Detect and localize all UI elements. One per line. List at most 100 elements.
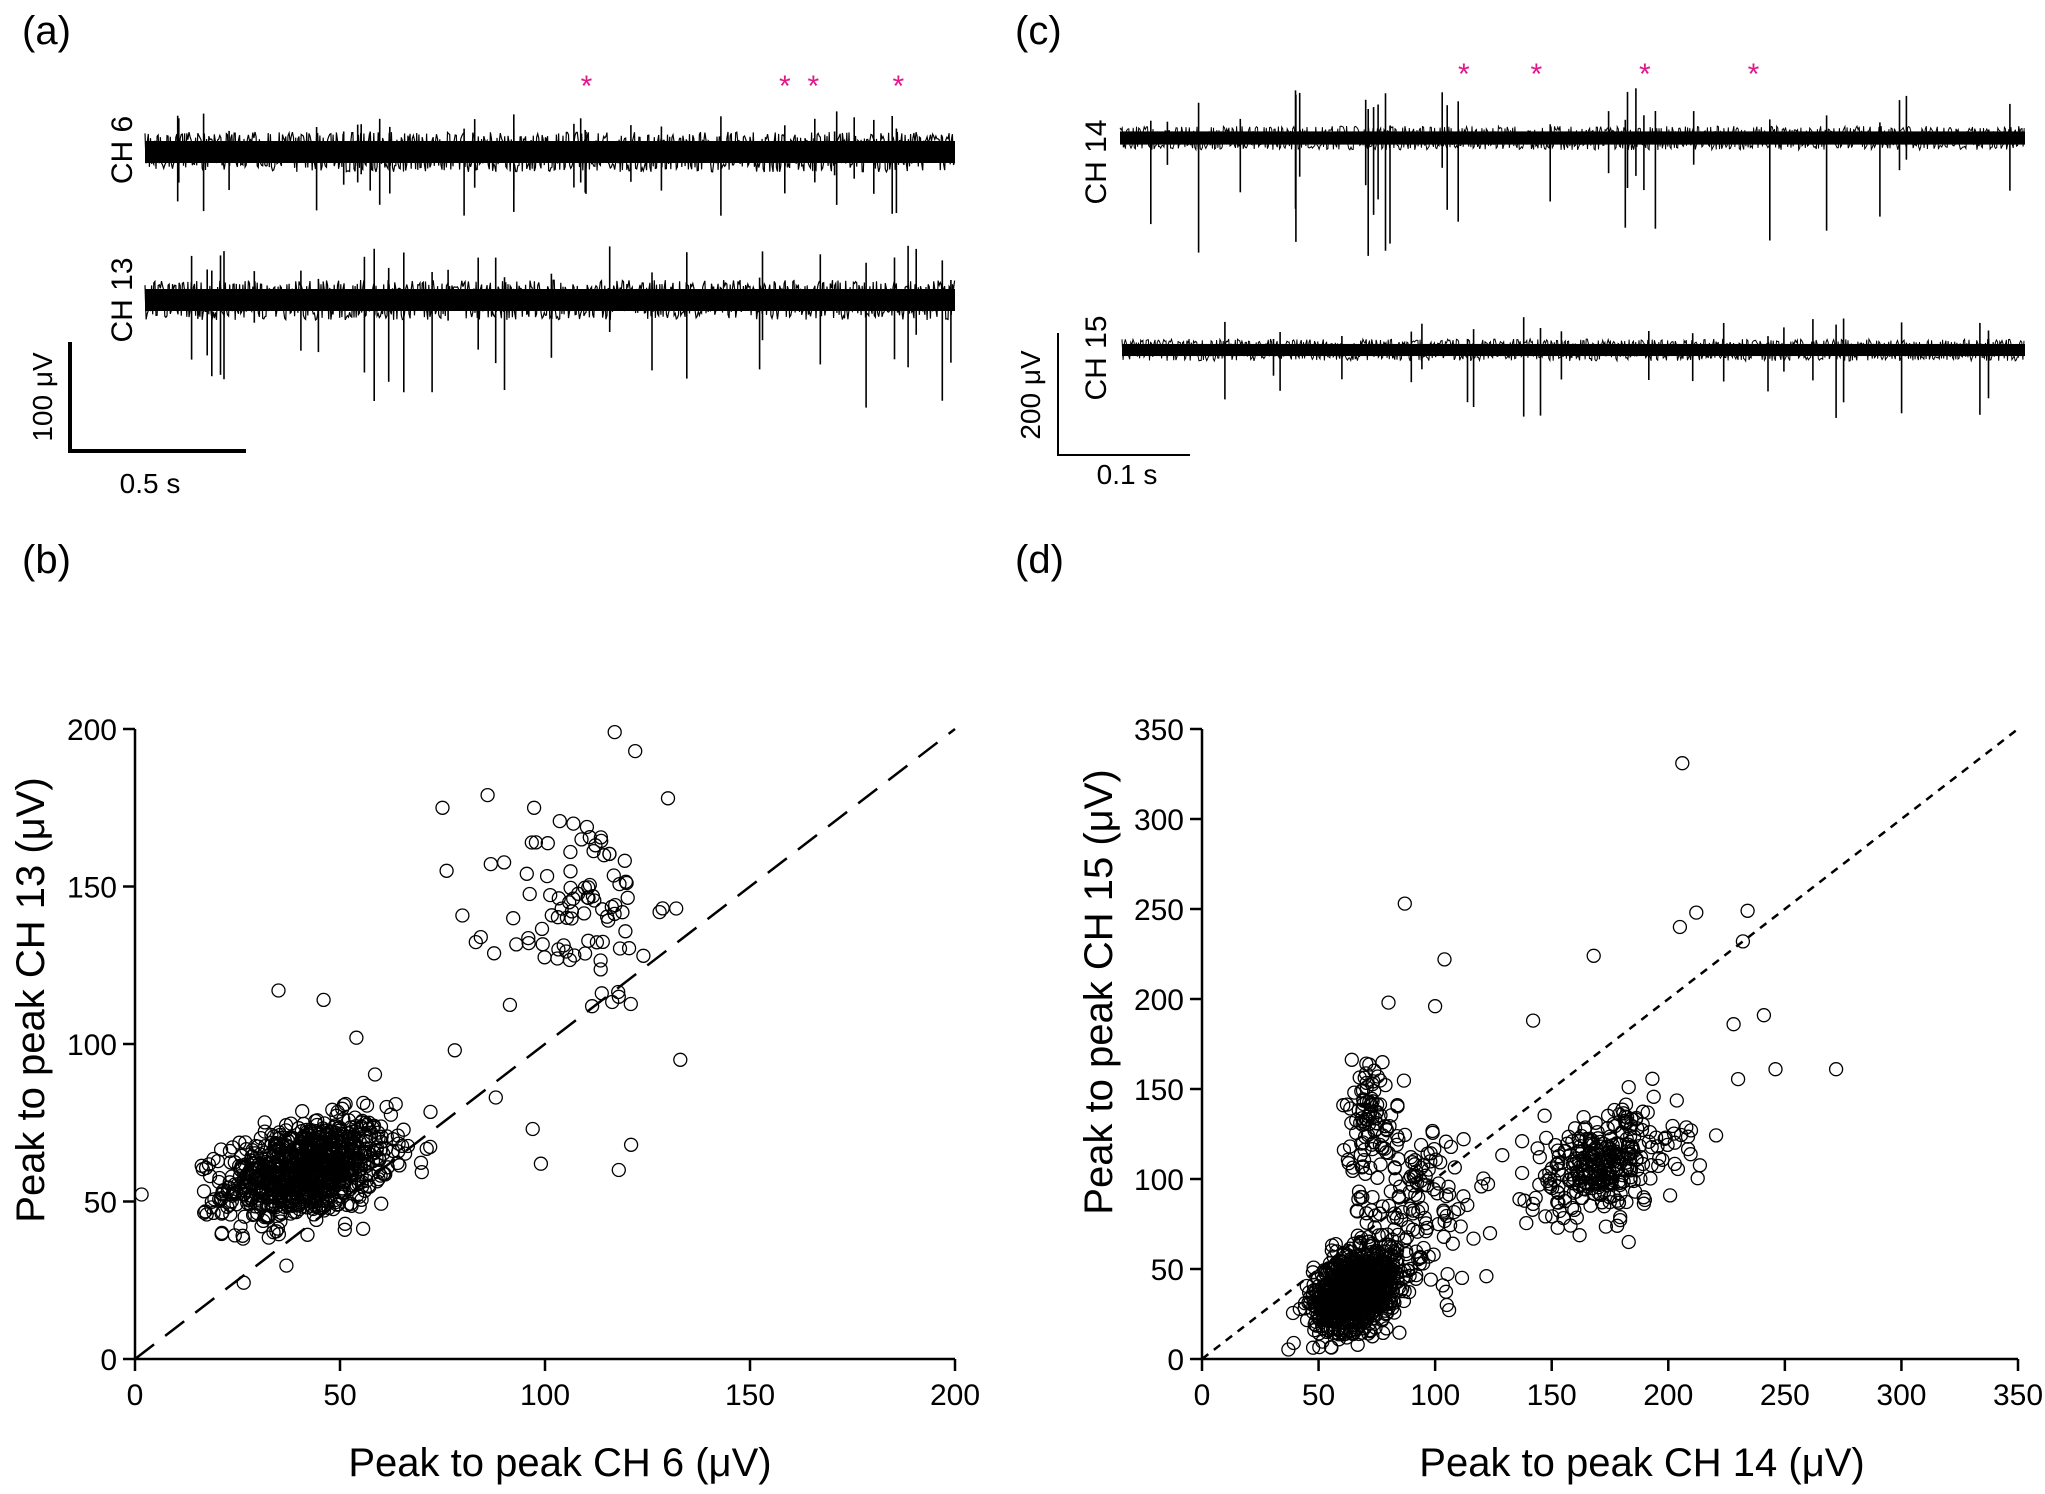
data-point [1679, 1120, 1694, 1135]
data-point [300, 1227, 315, 1242]
data-point [1618, 1097, 1634, 1112]
data-point [1406, 1168, 1421, 1184]
y-tick-label: 200 [67, 714, 117, 747]
data-point [544, 908, 559, 923]
data-points [134, 724, 688, 1290]
data-point [1416, 1177, 1432, 1193]
signal-band [145, 141, 955, 163]
data-point [447, 1043, 462, 1058]
data-point [248, 1199, 263, 1214]
data-point [563, 844, 578, 860]
data-point [335, 1101, 350, 1116]
data-point [455, 908, 470, 923]
data-point [257, 1115, 272, 1130]
data-point [1646, 1089, 1661, 1104]
data-point [521, 930, 536, 946]
data-point [1348, 1259, 1363, 1274]
data-point [1343, 1323, 1358, 1338]
data-point [581, 880, 596, 895]
data-point [1336, 1262, 1352, 1277]
data-points [1281, 756, 1844, 1357]
signal-band [1120, 131, 2025, 145]
data-point [229, 1197, 244, 1212]
data-point [1419, 1220, 1435, 1236]
data-point [1346, 1236, 1362, 1251]
data-point [1569, 1184, 1584, 1199]
data-point [1331, 1322, 1346, 1337]
data-point [1451, 1201, 1466, 1217]
data-point [235, 1160, 250, 1176]
data-point [206, 1151, 221, 1167]
data-point [1628, 1112, 1644, 1127]
data-point [1387, 1222, 1402, 1237]
data-point [355, 1221, 371, 1236]
data-point [1447, 1160, 1462, 1175]
data-point [1600, 1108, 1616, 1123]
data-point [1672, 919, 1688, 935]
y-tick-label: 150 [67, 872, 117, 905]
data-point [1565, 1157, 1581, 1172]
y-tick-label: 150 [1134, 1074, 1184, 1107]
data-point [358, 1115, 373, 1131]
data-point [1439, 1208, 1454, 1224]
data-point [1626, 1173, 1641, 1189]
data-point [1623, 1163, 1638, 1178]
data-point [1372, 1137, 1388, 1153]
data-point [199, 1207, 214, 1222]
data-point [371, 1131, 386, 1146]
data-point [1401, 1284, 1417, 1300]
data-point [1350, 1228, 1365, 1243]
panel-d: (d) 0 50 100 150 200 250 300 350 0 50 100 150 200 250… [1015, 538, 2043, 1485]
data-point [1564, 1200, 1580, 1216]
data-point [322, 1141, 338, 1156]
y-tick-label: 200 [1134, 984, 1184, 1017]
data-point [1643, 1171, 1658, 1186]
data-point [1373, 1296, 1388, 1311]
data-point [1519, 1215, 1534, 1231]
data-point [1735, 934, 1751, 949]
data-point [1367, 1220, 1382, 1235]
data-point [509, 937, 524, 952]
data-point [330, 1104, 345, 1120]
data-point [1689, 905, 1704, 920]
data-point [1648, 1130, 1664, 1145]
data-point [1427, 1141, 1442, 1157]
data-point [274, 1187, 289, 1203]
data-point [371, 1151, 387, 1166]
data-point [1567, 1202, 1582, 1218]
data-point [1352, 1297, 1367, 1312]
data-point [1369, 1097, 1385, 1112]
data-point [607, 906, 622, 922]
data-point [289, 1193, 305, 1208]
data-point [1599, 1139, 1614, 1154]
data-point [1347, 1085, 1362, 1100]
data-point [1309, 1283, 1324, 1298]
data-point [413, 1155, 429, 1170]
data-point [1397, 896, 1412, 911]
data-point [247, 1146, 262, 1161]
data-point [391, 1136, 406, 1151]
data-point [343, 1196, 359, 1211]
data-point [1566, 1176, 1581, 1191]
data-point [1349, 1203, 1364, 1218]
data-point [268, 1199, 284, 1215]
data-point [374, 1196, 389, 1211]
data-point [1315, 1321, 1330, 1336]
data-point [215, 1205, 230, 1220]
data-point [655, 901, 670, 916]
y-tick-label: 100 [67, 1029, 117, 1062]
data-point [385, 1143, 401, 1159]
data-point [522, 886, 537, 902]
x-axis-label-d: Peak to peak CH 14 (μV) [1419, 1441, 1864, 1485]
data-point [628, 743, 643, 759]
data-point [589, 935, 605, 950]
data-point [502, 997, 518, 1013]
data-point [320, 1194, 335, 1209]
data-point [298, 1192, 313, 1207]
data-point [1545, 1209, 1560, 1224]
trace-ch14 [1119, 88, 2025, 256]
data-point [1396, 1293, 1412, 1309]
data-point [539, 868, 555, 884]
data-point [621, 941, 637, 956]
data-point [359, 1098, 375, 1113]
